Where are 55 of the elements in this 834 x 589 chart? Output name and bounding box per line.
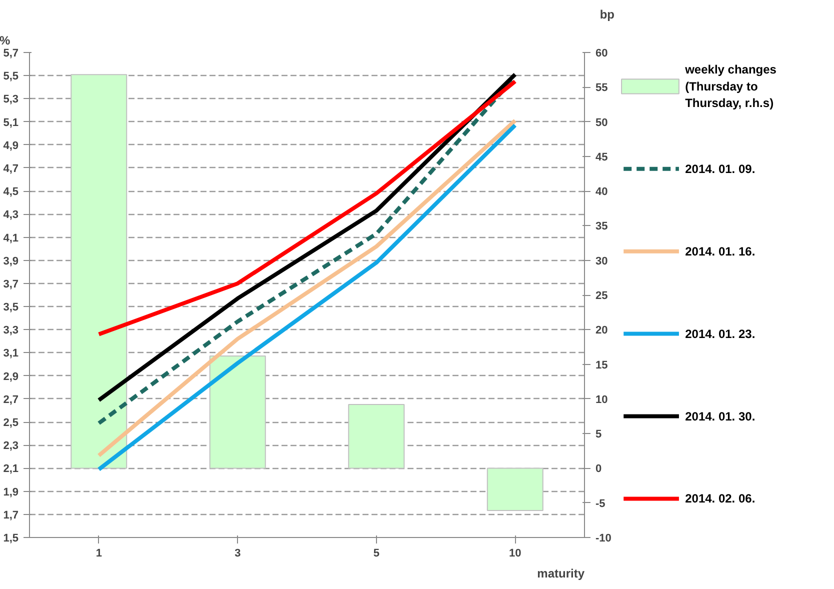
legend-label: 2014. 01. 30. — [685, 409, 756, 424]
y-tick-label: 2,7 — [3, 394, 19, 406]
y2-tick-label: 20 — [596, 324, 608, 337]
bar — [70, 74, 128, 469]
x-tick-label: 1 — [96, 548, 102, 560]
y-tick-label: 2,3 — [3, 440, 19, 452]
y-tick-label: 4,1 — [3, 232, 19, 244]
y2-axis-title: bp — [600, 8, 615, 22]
y2-tick-label: 60 — [596, 48, 608, 60]
y-tick-label: 4,5 — [3, 186, 19, 198]
legend-label: 2014. 01. 09. — [685, 162, 756, 176]
legend-label: 2014. 02. 06. — [685, 492, 756, 506]
line-series — [96, 79, 518, 336]
y-tick-label: 5,7 — [3, 48, 19, 60]
y-tick-label: 1,9 — [3, 486, 19, 498]
x-tick-label: 10 — [509, 548, 522, 560]
y2-tick-label: 50 — [596, 116, 608, 129]
legend-label: 2014. 01. 16. — [685, 244, 756, 258]
y-tick-label: 3,3 — [3, 324, 19, 337]
y2-tick-label: -5 — [596, 498, 606, 510]
y2-tick-label: 25 — [596, 290, 608, 302]
legend-label: 2014. 01. 23. — [685, 326, 756, 341]
y-tick-label: 5,1 — [3, 116, 19, 129]
x-axis-title: maturity — [537, 566, 585, 580]
y-tick-label: 1,7 — [3, 509, 19, 522]
bar — [486, 468, 544, 511]
y-tick-label: 3,9 — [3, 255, 19, 268]
y-tick-label: 3,7 — [3, 278, 19, 290]
legend-label: weekly changes (Thursday to Thursday, r.h.s) — [684, 62, 777, 110]
y2-tick-label: 30 — [596, 255, 608, 268]
y-tick-label: 2,5 — [3, 417, 19, 430]
y2-tick-label: 5 — [596, 428, 602, 441]
y2-tick-label: -10 — [596, 532, 612, 544]
y-tick-label: 4,7 — [3, 162, 19, 175]
y2-tick-label: 35 — [596, 220, 608, 233]
y-tick-label: 4,9 — [3, 140, 19, 152]
y-tick-label: 3,5 — [3, 302, 19, 314]
y-axis-title: % — [0, 34, 10, 48]
y2-tick-label: 0 — [596, 463, 602, 476]
y-tick-label: 1,5 — [3, 532, 19, 544]
y2-tick-label: 55 — [596, 82, 608, 94]
bar — [348, 404, 405, 469]
y2-tick-label: 15 — [596, 359, 608, 372]
y2-tick-label: 40 — [596, 186, 608, 198]
y-tick-label: 2,9 — [3, 370, 19, 383]
y-tick-label: 5,5 — [3, 70, 19, 83]
y-tick-label: 4,3 — [3, 209, 19, 222]
y-tick-label: 2,1 — [3, 463, 19, 476]
bar — [209, 355, 266, 469]
y-tick-label: 5,3 — [3, 94, 19, 106]
y2-tick-label: 45 — [596, 151, 608, 164]
x-tick-label: 3 — [234, 548, 241, 560]
y2-tick-label: 10 — [596, 394, 608, 406]
y-tick-label: 3,1 — [3, 348, 19, 360]
x-tick-label: 5 — [373, 548, 380, 560]
